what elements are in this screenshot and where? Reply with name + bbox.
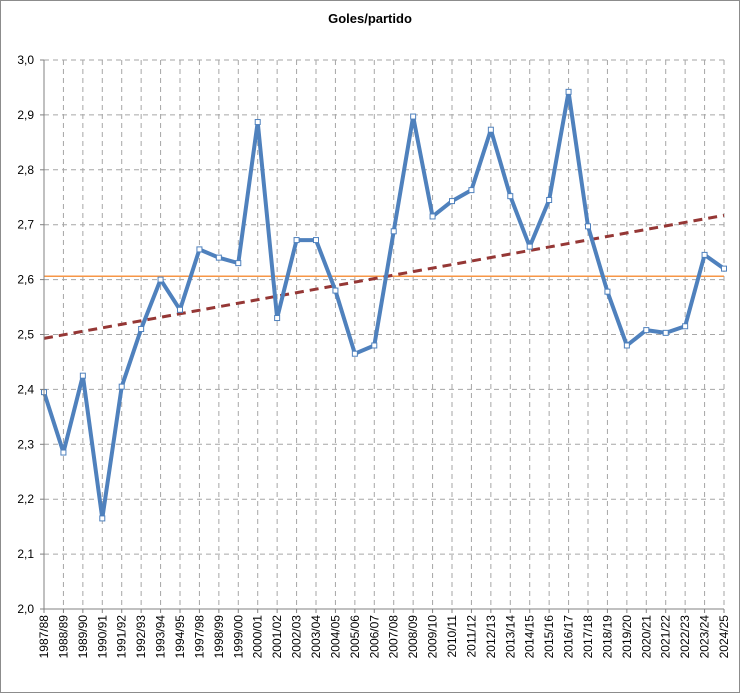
data-point (118, 383, 125, 390)
x-tick-label: 2024/25 (717, 615, 731, 659)
data-point (585, 223, 591, 230)
data-point (177, 306, 183, 313)
x-tick-label: 2012/13 (484, 615, 498, 659)
data-point (429, 213, 436, 220)
y-tick-label: 2,3 (17, 437, 34, 451)
data-point (546, 196, 553, 203)
data-point (449, 198, 455, 205)
data-point (138, 326, 145, 333)
data-point (254, 119, 261, 126)
y-tick-label: 2,2 (17, 492, 34, 506)
x-tick-label: 1998/99 (212, 615, 226, 659)
y-tick-label: 2,8 (17, 163, 34, 177)
data-point (157, 276, 164, 283)
x-tick-label: 1993/94 (154, 615, 168, 659)
data-point (526, 243, 533, 250)
data-point (604, 288, 611, 295)
y-tick-label: 2,5 (17, 328, 34, 342)
data-point (99, 515, 106, 522)
x-tick-label: 2014/15 (523, 615, 537, 659)
x-tick-label: 1987/88 (37, 615, 51, 659)
data-point (468, 187, 475, 194)
x-tick-label: 2020/21 (639, 615, 653, 659)
y-tick-label: 3,0 (17, 53, 34, 67)
x-tick-label: 2021/22 (659, 615, 673, 659)
gridlines (44, 59, 725, 609)
data-point (60, 449, 67, 456)
data-point (79, 372, 86, 379)
data-point (215, 254, 222, 261)
y-tick-label: 2,0 (17, 602, 34, 616)
series-group (41, 88, 727, 522)
x-tick-label: 2002/03 (290, 615, 304, 659)
x-tick-label: 2009/10 (426, 615, 440, 659)
x-tick-label: 1994/95 (173, 615, 187, 659)
data-point (701, 251, 708, 258)
data-point (410, 113, 417, 120)
data-point (371, 342, 378, 349)
x-tick-label: 1999/00 (231, 615, 245, 659)
x-tick-label: 2018/19 (600, 615, 614, 659)
x-tick-label: 2010/11 (445, 615, 459, 658)
x-tick-label: 1992/93 (134, 615, 148, 659)
x-tick-label: 2000/01 (251, 615, 265, 659)
x-tick-label: 2006/07 (367, 615, 381, 659)
x-tick-label: 2007/08 (387, 615, 401, 659)
x-tick-label: 2019/20 (620, 615, 634, 659)
x-tick-label: 2022/23 (678, 615, 692, 659)
x-tick-label: 2001/02 (270, 615, 284, 659)
x-tick-label: 2023/24 (698, 615, 712, 659)
data-point (313, 237, 319, 244)
data-point (196, 246, 203, 253)
series-line (42, 89, 726, 521)
x-tick-label: 2003/04 (309, 615, 323, 659)
data-point (507, 193, 514, 200)
x-tick-label: 2013/14 (503, 615, 517, 659)
x-axis: 1987/88 1988/89 1989/90 1990/91 1991/92 1992/… (37, 608, 731, 659)
data-point (293, 237, 300, 244)
y-axis: 2,0 2,1 2,2 2,3 2,4 2,5 2,6 2,7 2,8 2,9 3,0 (17, 53, 45, 616)
data-point (274, 315, 281, 322)
x-tick-label: 2008/09 (406, 615, 420, 659)
y-tick-label: 2,4 (17, 382, 34, 396)
data-point (662, 329, 669, 336)
x-tick-label: 1997/98 (192, 615, 206, 659)
y-tick-label: 2,7 (17, 218, 34, 232)
y-tick-label: 2,6 (17, 273, 34, 287)
x-tick-label: 2017/18 (581, 615, 595, 659)
y-tick-label: 2,1 (17, 547, 34, 561)
data-point (721, 265, 727, 272)
x-tick-label: 2011/12 (464, 615, 478, 658)
data-point (332, 287, 339, 294)
x-tick-label: 1991/92 (115, 615, 129, 659)
data-point (390, 228, 397, 235)
data-point (487, 126, 494, 133)
data-point (623, 342, 630, 349)
y-tick-label: 2,9 (17, 108, 34, 122)
x-tick-label: 2016/17 (562, 615, 576, 659)
data-point (643, 327, 650, 334)
x-tick-label: 2004/05 (328, 615, 342, 659)
x-tick-label: 1988/89 (56, 615, 70, 659)
x-tick-label: 1990/91 (95, 615, 109, 659)
chart-title: Goles/partido (328, 11, 412, 26)
data-point (235, 260, 242, 267)
data-point (682, 323, 689, 330)
x-tick-label: 1989/90 (76, 615, 90, 659)
x-tick-label: 2005/06 (348, 615, 362, 659)
x-tick-label: 2015/16 (542, 615, 556, 659)
data-point (565, 88, 572, 95)
data-point (351, 350, 358, 357)
